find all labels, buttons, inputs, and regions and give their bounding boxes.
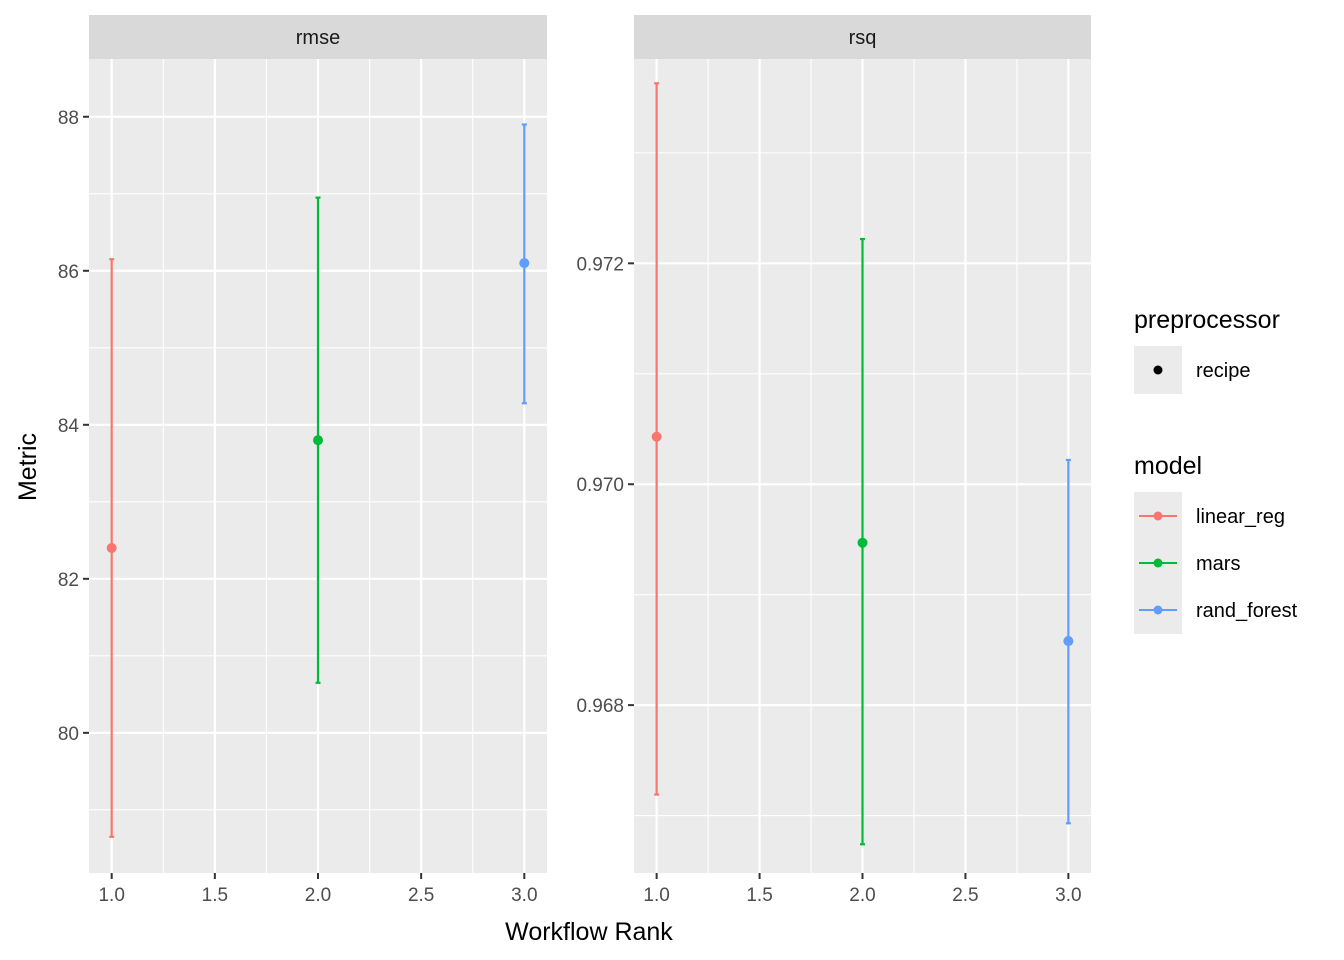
- facet-strip-rmse: [89, 15, 547, 59]
- legend-symbol-linear-reg: [1153, 511, 1163, 521]
- y-axis-rmse: 80 82 84 86 88: [58, 108, 89, 745]
- y-tick-label: 0.972: [576, 254, 624, 275]
- series-rmse: [106, 123, 530, 838]
- x-tick-label: 2.0: [305, 885, 331, 906]
- legend-label-rand-forest: rand_forest: [1196, 600, 1298, 622]
- legend-label-recipe: recipe: [1196, 360, 1250, 382]
- legend-title-model: model: [1134, 452, 1202, 480]
- point-rand-forest-rmse: [519, 258, 530, 269]
- y-axis-title: Metric: [14, 433, 42, 501]
- x-tick-label: 2.0: [849, 885, 875, 906]
- facet-strip-label-rsq: rsq: [849, 27, 877, 49]
- facet-strip-rsq: [634, 15, 1091, 59]
- y-tick-label: 84: [58, 416, 80, 437]
- legend-entry-recipe: recipe: [1134, 346, 1250, 394]
- y-tick-label: 88: [58, 108, 79, 129]
- facet-strip-label-rmse: rmse: [296, 27, 340, 49]
- x-tick-label: 1.5: [202, 885, 228, 906]
- legend: preprocessor recipe model linear_reg mar…: [1134, 306, 1298, 634]
- y-tick-label: 0.968: [576, 696, 624, 717]
- legend-label-mars: mars: [1196, 553, 1240, 575]
- y-tick-label: 86: [58, 262, 79, 283]
- x-tick-label: 1.0: [98, 885, 124, 906]
- y-axis-rsq: 0.968 0.970 0.972: [576, 254, 634, 717]
- facet-panel-rsq: rsq 0.968 0.970 0.972 1.0 1.5 2.0 2.5 3.0: [576, 15, 1091, 906]
- x-axis-rsq: 1.0 1.5 2.0 2.5 3.0: [643, 873, 1082, 906]
- x-tick-label: 2.5: [952, 885, 978, 906]
- legend-symbol-mars: [1153, 558, 1163, 568]
- y-tick-label: 80: [58, 724, 79, 745]
- point-mars-rmse: [313, 435, 323, 446]
- x-tick-label: 1.5: [746, 885, 772, 906]
- legend-entry-linear-reg: linear_reg: [1134, 492, 1285, 540]
- legend-title-preprocessor: preprocessor: [1134, 306, 1280, 334]
- legend-label-linear-reg: linear_reg: [1196, 506, 1285, 528]
- point-linear-reg-rsq: [651, 431, 662, 442]
- y-tick-label: 0.970: [576, 475, 624, 496]
- legend-entry-rand-forest: rand_forest: [1134, 586, 1298, 634]
- point-rand-forest-rsq: [1063, 636, 1074, 647]
- facet-panel-rmse: rmse 80 82 84 86 88 1.0 1.5 2.0 2.5 3.0: [58, 15, 547, 906]
- x-tick-label: 1.0: [643, 885, 669, 906]
- x-tick-label: 3.0: [1055, 885, 1081, 906]
- x-axis-title: Workflow Rank: [505, 918, 673, 946]
- series-rsq: [651, 82, 1074, 846]
- y-tick-label: 82: [58, 570, 79, 591]
- point-linear-reg-rmse: [106, 543, 117, 554]
- x-tick-label: 3.0: [511, 885, 537, 906]
- x-tick-label: 2.5: [408, 885, 434, 906]
- legend-entry-mars: mars: [1134, 539, 1240, 587]
- legend-symbol-rand-forest: [1153, 605, 1163, 615]
- legend-symbol-recipe: [1153, 365, 1163, 375]
- x-axis-rmse: 1.0 1.5 2.0 2.5 3.0: [98, 873, 538, 906]
- point-mars-rsq: [857, 537, 868, 548]
